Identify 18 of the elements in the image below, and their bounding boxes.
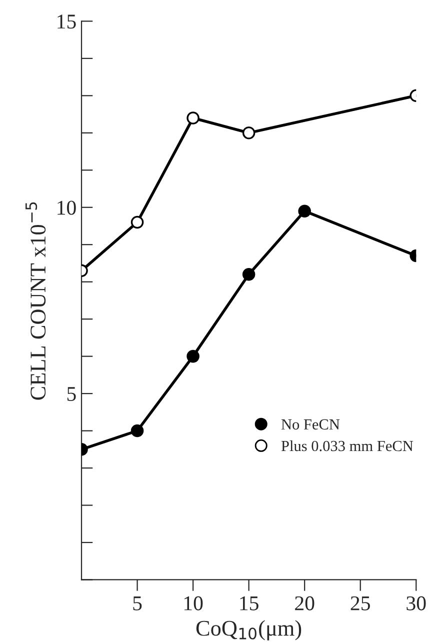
point	[242, 268, 256, 281]
point	[186, 112, 200, 124]
x-axis-title: CoQ$_{10}$(μm)	[196, 620, 302, 640]
point	[186, 350, 200, 363]
point	[242, 126, 256, 140]
y-tick-label: 10	[58, 200, 76, 215]
x-tick-label: 20	[295, 596, 314, 610]
x-tick-label: 30	[406, 596, 426, 610]
x-tick-label: 25	[350, 596, 370, 610]
x-tick-label: 10	[184, 596, 203, 610]
legend-label: No FeCN	[281, 419, 340, 430]
x-tick-label: 5	[133, 596, 142, 610]
y-axis-title: CELL COUNT x10$^{−5}$	[26, 202, 46, 400]
legend-label: Plus 0.033 mm FeCN	[281, 440, 414, 452]
point	[298, 204, 311, 218]
y-tick-label: 5	[67, 387, 76, 401]
x-tick-label: 15	[240, 596, 258, 610]
y-tick-label: 15	[58, 14, 76, 29]
